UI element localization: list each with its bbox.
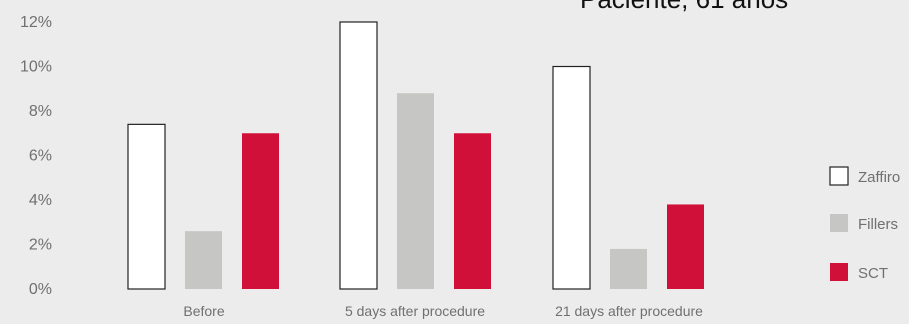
legend-swatch-fillers xyxy=(830,214,848,232)
bar-sct-2 xyxy=(454,133,491,289)
category-label: 21 days after procedure xyxy=(555,303,703,319)
legend-swatch-zaffiro xyxy=(829,166,849,186)
y-tick-label: 4% xyxy=(29,192,52,209)
category-label: Before xyxy=(183,303,224,319)
y-tick-label: 12% xyxy=(20,14,52,31)
bar-sct-3 xyxy=(667,204,704,289)
y-tick-label: 0% xyxy=(29,281,52,298)
y-tick-label: 10% xyxy=(20,59,52,76)
y-tick-label: 2% xyxy=(29,237,52,254)
bar-zaffiro-2 xyxy=(339,21,378,290)
legend-swatch-sct xyxy=(830,263,848,281)
bar-sct-1 xyxy=(242,133,279,289)
category-labels: Before 5 days after procedure 21 days afte… xyxy=(183,303,703,319)
y-tick-label: 6% xyxy=(29,148,52,165)
bar-fillers-2 xyxy=(397,93,434,289)
legend-label: Zaffiro xyxy=(858,169,900,186)
bar-zaffiro-1 xyxy=(127,123,166,290)
bars xyxy=(127,21,704,290)
bar-fillers-1 xyxy=(185,231,222,289)
bar-zaffiro-3 xyxy=(552,65,591,290)
legend: Zaffiro Fillers SCT xyxy=(829,166,900,282)
y-axis-ticks: 0% 2% 4% 6% 8% 10% 12% xyxy=(20,14,52,298)
y-tick-label: 8% xyxy=(29,103,52,120)
bar-fillers-3 xyxy=(610,248,647,289)
chart-title: Paciente, 61 años xyxy=(580,0,788,14)
legend-label: SCT xyxy=(858,265,888,282)
legend-label: Fillers xyxy=(858,216,898,233)
category-label: 5 days after procedure xyxy=(345,303,485,319)
